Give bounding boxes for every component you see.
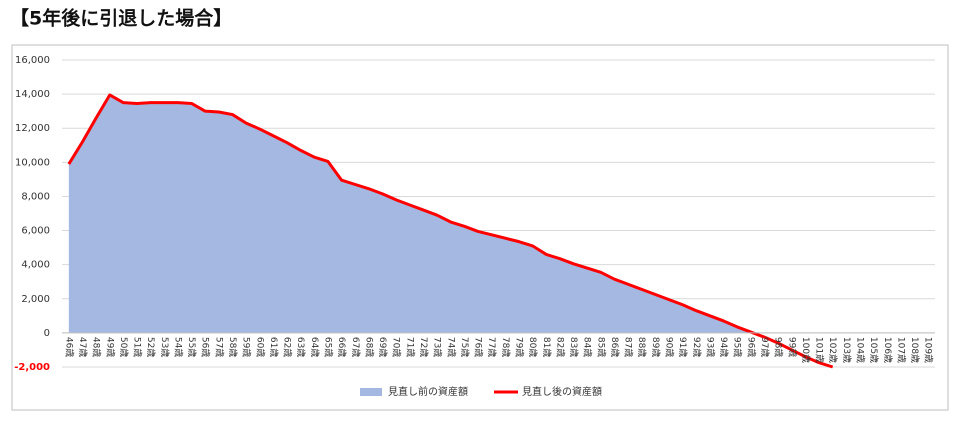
x-tick-label: 105歳: [868, 337, 880, 363]
x-tick-label: 47歳: [77, 337, 89, 357]
x-tick-label: 48歳: [91, 337, 103, 357]
y-tick-label: 10,000: [15, 157, 50, 168]
y-tick-label: -2,000: [14, 362, 50, 373]
x-tick-label: 102歳: [827, 337, 839, 363]
x-tick-label: 87歳: [623, 337, 635, 357]
y-tick-label: 16,000: [15, 55, 50, 66]
x-tick-label: 56歳: [200, 337, 212, 357]
x-tick-label: 78歳: [500, 337, 512, 357]
x-tick-label: 89歳: [650, 337, 662, 357]
x-tick-label: 93歳: [704, 337, 716, 357]
x-tick-label: 53歳: [159, 337, 171, 357]
y-tick-label: 4,000: [21, 260, 50, 271]
x-tick-label: 72歳: [418, 337, 430, 357]
y-tick-label: 0: [44, 328, 50, 339]
x-tick-label: 74歳: [445, 337, 457, 357]
legend-label: 見直し後の資産額: [522, 385, 602, 398]
x-tick-label: 77歳: [486, 337, 498, 357]
x-tick-label: 94歳: [718, 337, 730, 357]
x-tick-label: 81歳: [541, 337, 553, 357]
x-tick-label: 103歳: [841, 337, 853, 363]
x-tick-label: 91歳: [677, 337, 689, 357]
chart-frame: [11, 44, 949, 411]
legend-label: 見直し前の資産額: [388, 385, 468, 398]
x-tick-label: 69歳: [377, 337, 389, 357]
x-tick-label: 61歳: [268, 337, 280, 357]
x-tick-label: 98歳: [773, 337, 785, 357]
x-tick-label: 97歳: [759, 337, 771, 357]
x-tick-label: 90歳: [664, 337, 676, 357]
x-tick-label: 100歳: [800, 337, 812, 363]
x-tick-label: 99歳: [786, 337, 798, 357]
x-tick-label: 52歳: [145, 337, 157, 357]
x-tick-label: 59歳: [241, 337, 253, 357]
x-tick-label: 107歳: [895, 337, 907, 363]
chart-title: 【5年後に引退した場合】: [10, 7, 232, 30]
legend-swatch: [360, 388, 382, 396]
x-tick-label: 51歳: [132, 337, 144, 357]
x-tick-label: 49歳: [104, 337, 116, 357]
x-tick-label: 68歳: [363, 337, 375, 357]
x-tick-label: 88歳: [636, 337, 648, 357]
x-tick-label: 60歳: [254, 337, 266, 357]
x-tick-label: 79歳: [513, 337, 525, 357]
x-tick-label: 57歳: [213, 337, 225, 357]
x-tick-label: 80歳: [527, 337, 539, 357]
x-tick-label: 109歳: [923, 337, 935, 363]
x-tick-label: 67歳: [350, 337, 362, 357]
y-tick-label: 8,000: [21, 191, 50, 202]
x-tick-label: 66歳: [336, 337, 348, 357]
x-tick-label: 50歳: [118, 337, 130, 357]
x-tick-label: 76歳: [473, 337, 485, 357]
x-tick-label: 86歳: [609, 337, 621, 357]
x-tick-label: 108歳: [909, 337, 921, 363]
x-tick-label: 70歳: [391, 337, 403, 357]
y-tick-label: 12,000: [15, 123, 50, 134]
x-tick-label: 54歳: [172, 337, 184, 357]
x-tick-label: 63歳: [295, 337, 307, 357]
x-tick-label: 58歳: [227, 337, 239, 357]
x-tick-label: 64歳: [309, 337, 321, 357]
y-tick-label: 6,000: [21, 226, 50, 237]
x-tick-label: 73歳: [432, 337, 444, 357]
x-tick-label: 71歳: [404, 337, 416, 357]
x-tick-label: 62歳: [282, 337, 294, 357]
area: [68, 94, 929, 333]
x-tick-label: 65歳: [322, 337, 334, 357]
x-tick-label: 96歳: [745, 337, 757, 357]
x-tick-label: 101歳: [814, 337, 826, 363]
x-tick-label: 82歳: [554, 337, 566, 357]
x-tick-label: 75歳: [459, 337, 471, 357]
x-tick-label: 104歳: [854, 337, 866, 363]
y-tick-label: 14,000: [15, 89, 50, 100]
x-tick-label: 106歳: [882, 337, 894, 363]
x-tick-label: 85歳: [595, 337, 607, 357]
x-tick-label: 83歳: [568, 337, 580, 357]
x-tick-label: 92歳: [691, 337, 703, 357]
y-tick-label: 2,000: [21, 294, 50, 305]
x-tick-label: 46歳: [63, 337, 75, 357]
x-tick-label: 84歳: [582, 337, 594, 357]
line: [67, 93, 834, 369]
x-tick-label: 95歳: [732, 337, 744, 357]
x-tick-label: 55歳: [186, 337, 198, 357]
